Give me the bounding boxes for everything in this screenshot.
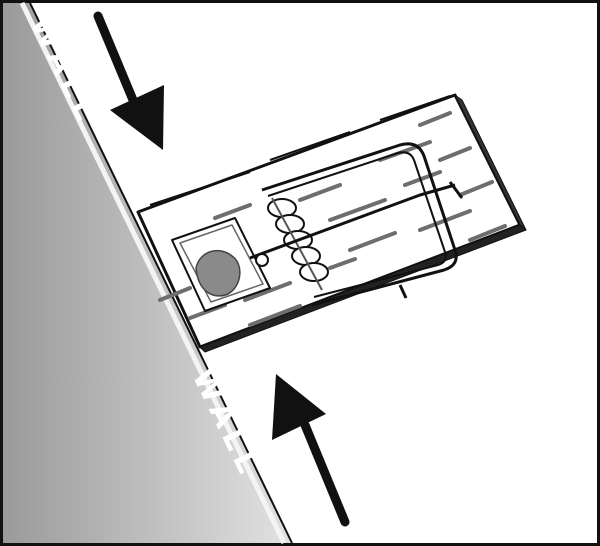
bait-icon — [195, 249, 241, 297]
mousetrap-icon — [136, 93, 527, 353]
arrow-down-right-icon — [93, 11, 164, 150]
arrow-up-left-icon — [272, 374, 350, 527]
